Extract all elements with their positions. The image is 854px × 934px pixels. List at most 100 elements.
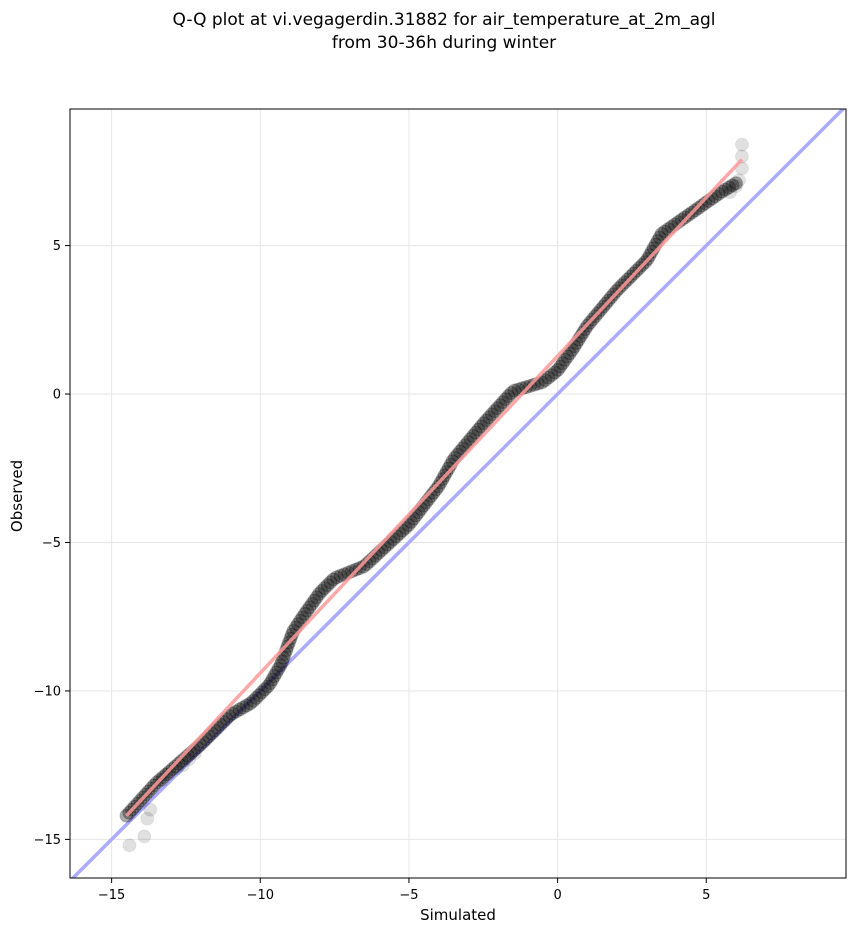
qq-point — [323, 575, 338, 590]
qq-tail-point — [734, 137, 749, 152]
qq-point — [721, 180, 736, 195]
axes: −15 −10 −5 0 5 −15 −10 −5 0 5 — [34, 239, 711, 903]
qq-point — [239, 698, 254, 713]
qq-point — [490, 401, 505, 416]
qq-point — [225, 706, 240, 721]
fit-line — [125, 158, 744, 817]
qq-point — [171, 756, 186, 771]
qq-point — [309, 590, 324, 605]
y-tick-label: 5 — [53, 239, 61, 254]
qq-point — [558, 352, 573, 367]
chart-title-line-2: from 30-36h during winter — [332, 33, 556, 53]
qq-point — [260, 679, 275, 694]
identity-line — [70, 109, 846, 878]
qq-point — [474, 419, 489, 434]
qq-tail-point — [137, 829, 152, 844]
qq-point — [255, 685, 270, 700]
qq-point — [562, 346, 577, 361]
qq-point — [495, 395, 510, 410]
qq-point — [252, 688, 267, 703]
qq-point — [401, 518, 416, 533]
qq-point — [267, 669, 282, 684]
qq-point — [246, 693, 261, 708]
qq-point — [304, 596, 319, 611]
qq-tail-point — [734, 149, 749, 164]
qq-point — [216, 714, 231, 729]
qq-point — [463, 431, 478, 446]
qq-point — [487, 404, 502, 419]
x-tick-label: −5 — [399, 888, 418, 903]
qq-tail-point — [140, 811, 155, 826]
qq-point — [236, 700, 251, 715]
qq-point — [476, 416, 491, 431]
qq-point — [498, 392, 513, 407]
qq-point — [329, 570, 344, 585]
qq-point — [271, 661, 286, 676]
qq-point — [356, 559, 371, 574]
x-tick-label: −15 — [98, 888, 125, 903]
qq-tail-point — [175, 758, 190, 773]
qq-point — [547, 365, 562, 380]
qq-point — [550, 362, 565, 377]
qq-tail-point — [161, 767, 176, 782]
qq-point — [541, 370, 556, 385]
qq-point — [295, 610, 310, 625]
y-tick-label: 0 — [53, 388, 61, 403]
qq-tail-point — [143, 802, 158, 817]
qq-point — [493, 398, 508, 413]
qq-point — [479, 413, 494, 428]
qq-point — [678, 210, 693, 225]
qq-point — [441, 461, 456, 476]
qq-point — [555, 356, 570, 371]
qq-point — [307, 593, 322, 608]
qq-point — [404, 514, 419, 529]
qq-point — [466, 428, 481, 443]
qq-point — [320, 578, 335, 593]
qq-point — [300, 603, 315, 618]
qq-point — [429, 482, 444, 497]
qq-point — [711, 186, 726, 201]
qq-point — [265, 672, 280, 687]
grid — [70, 109, 846, 878]
qq-point — [293, 613, 308, 628]
qq-point — [718, 182, 733, 197]
qq-point — [507, 383, 522, 398]
x-axis-label: Simulated — [420, 906, 496, 924]
qq-point — [657, 224, 672, 239]
qq-point — [526, 377, 541, 392]
qq-point — [333, 568, 348, 583]
qq-point — [168, 759, 183, 774]
qq-tail-point — [728, 179, 743, 194]
qq-point — [534, 375, 549, 390]
qq-point — [714, 184, 729, 199]
qq-tail-point — [181, 752, 196, 767]
qq-point — [460, 435, 475, 450]
qq-point — [431, 479, 446, 494]
qq-point — [654, 226, 669, 241]
y-tick-label: −5 — [42, 536, 61, 551]
qq-tail-point — [731, 173, 746, 188]
qq-tail-point — [723, 185, 738, 200]
qq-point — [504, 386, 519, 401]
qq-point — [317, 581, 332, 596]
qq-point — [482, 410, 497, 425]
qq-point — [297, 606, 312, 621]
qq-point — [257, 682, 272, 697]
plot-area — [70, 109, 846, 878]
qq-point — [553, 359, 568, 374]
x-tick-label: −10 — [247, 888, 274, 903]
qq-point — [538, 373, 553, 388]
qq-point — [501, 389, 516, 404]
qq-point — [471, 422, 486, 437]
qq-point — [694, 198, 709, 213]
qq-point — [468, 425, 483, 440]
qq-point — [219, 711, 234, 726]
qq-point — [273, 658, 288, 673]
y-tick-label: −10 — [34, 684, 61, 699]
x-tick-label: 5 — [702, 888, 710, 903]
qq-point — [544, 368, 559, 383]
qq-point — [232, 702, 247, 717]
y-axis-label: Observed — [8, 460, 26, 532]
qq-point — [326, 572, 341, 587]
qq-point — [560, 349, 575, 364]
